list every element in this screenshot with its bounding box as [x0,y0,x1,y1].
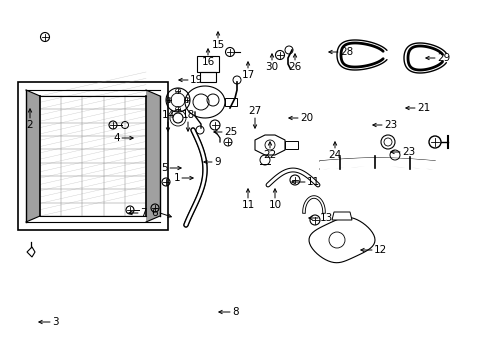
Text: 2: 2 [27,120,33,130]
Polygon shape [27,247,35,257]
Text: 4: 4 [113,133,120,143]
Text: 15: 15 [211,40,224,50]
Polygon shape [184,86,224,118]
Text: 11: 11 [306,177,320,187]
Text: 29: 29 [436,53,449,63]
Text: 24: 24 [328,150,341,160]
Text: 19: 19 [190,75,203,85]
Polygon shape [285,141,297,149]
Text: 10: 10 [268,200,281,210]
Text: 25: 25 [224,127,237,137]
Polygon shape [146,90,160,222]
Text: 6: 6 [151,208,158,218]
Text: 26: 26 [288,62,301,72]
Polygon shape [26,90,40,222]
Text: 14: 14 [161,110,174,120]
Text: 27: 27 [248,106,261,116]
Text: 5: 5 [161,163,168,173]
Text: 23: 23 [401,147,414,157]
Text: 7: 7 [140,208,146,218]
Text: 17: 17 [241,70,254,80]
Text: 20: 20 [299,113,312,123]
Polygon shape [308,217,374,263]
Text: 16: 16 [201,57,214,67]
Polygon shape [331,212,351,220]
Text: 1: 1 [173,173,180,183]
Text: 8: 8 [231,307,238,317]
Text: 11: 11 [241,200,254,210]
Text: 12: 12 [373,245,386,255]
Text: 9: 9 [214,157,220,167]
Text: 28: 28 [339,47,352,57]
Text: 13: 13 [319,213,332,223]
Text: 22: 22 [263,150,276,160]
Bar [197,56,219,72]
Text: 18: 18 [181,110,194,120]
Text: 3: 3 [52,317,59,327]
Polygon shape [254,135,285,155]
Text: 30: 30 [265,62,278,72]
Polygon shape [200,72,216,82]
Text: 23: 23 [383,120,396,130]
Text: 21: 21 [416,103,429,113]
Bar [18,82,168,230]
Polygon shape [224,98,237,106]
